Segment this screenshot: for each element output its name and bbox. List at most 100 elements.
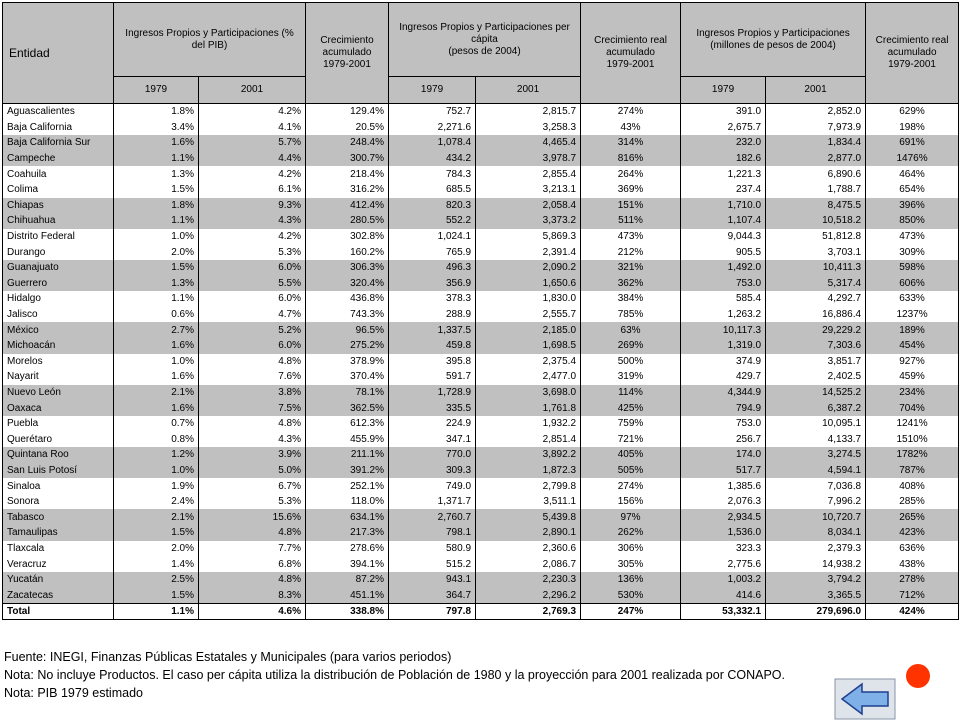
table-cell: 785% <box>580 306 682 323</box>
table-cell: 820.3 <box>388 197 477 214</box>
table-cell: 1,263.2 <box>680 306 767 323</box>
table-cell: 356.9 <box>388 275 477 292</box>
table-cell: 9,044.3 <box>680 228 767 245</box>
table-cell: 5,439.8 <box>475 509 582 526</box>
state-name: Tamaulipas <box>2 525 114 541</box>
table-row: Coahuila 1.3% 4.2% 218.4% 784.3 2,855.4 264% 1,… <box>2 166 960 182</box>
table-cell: 309% <box>865 244 960 260</box>
table-cell: 1.5% <box>113 525 199 541</box>
table-cell: 505% <box>580 462 682 479</box>
table-cell: 530% <box>580 587 682 604</box>
table-cell: 1,492.0 <box>680 259 767 276</box>
state-name: Zacatecas <box>2 587 114 604</box>
red-button[interactable] <box>906 664 930 688</box>
table-cell: 1.9% <box>113 478 199 494</box>
state-name: Sonora <box>2 493 114 510</box>
table-cell: 943.1 <box>388 571 477 588</box>
table-cell: 1.3% <box>113 275 199 292</box>
table-cell: 391.2% <box>305 462 390 479</box>
table-cell: 2,230.3 <box>475 571 582 588</box>
table-cell: 1,024.1 <box>388 228 477 245</box>
table-cell: 384% <box>580 291 682 307</box>
table-cell: 4,344.9 <box>680 384 767 401</box>
table-cell: 314% <box>580 135 682 151</box>
table-cell: 4,292.7 <box>765 291 867 307</box>
table-cell: 2,477.0 <box>475 369 582 385</box>
table-cell: 2,076.3 <box>680 493 767 510</box>
table-cell: 262% <box>580 525 682 541</box>
table-cell: 7.7% <box>197 540 307 557</box>
table-cell: 6,387.2 <box>765 400 867 416</box>
footnote: Nota: PIB 1979 estimado <box>4 686 143 700</box>
table-cell: 8,034.1 <box>765 525 867 541</box>
table-cell: 927% <box>865 353 960 370</box>
table-cell: 591.7 <box>388 369 477 385</box>
table-row: San Luis Potosí 1.0% 5.0% 391.2% 309.3 1,872.… <box>2 462 960 479</box>
table-cell: 633% <box>865 291 960 307</box>
table-cell: 9.3% <box>197 197 307 214</box>
table-cell: 473% <box>865 228 960 245</box>
table-cell: 5,869.3 <box>475 228 582 245</box>
state-name: Nayarit <box>2 369 114 385</box>
table-cell: 396% <box>865 197 960 214</box>
table-cell: 3.9% <box>197 447 307 463</box>
table-cell: 2,296.2 <box>475 587 582 604</box>
footnotes: Fuente: INEGI, Finanzas Públicas Estatal… <box>4 648 785 702</box>
table-cell: 0.8% <box>113 431 199 448</box>
table-cell: 10,411.3 <box>765 259 867 276</box>
table-cell: 369% <box>580 181 682 198</box>
state-name: Sinaloa <box>2 478 114 494</box>
table-cell: 3,365.5 <box>765 587 867 604</box>
table-row: Hidalgo 1.1% 6.0% 436.8% 378.3 1,830.0 384% 585… <box>2 291 960 307</box>
table-cell: 391.0 <box>680 103 767 120</box>
table-cell: 429.7 <box>680 369 767 385</box>
table-cell: 1.1% <box>113 150 199 167</box>
table-cell: 454% <box>865 337 960 354</box>
total-row: Total 1.1% 4.6% 338.8% 797.8 2,769.3 247% 53,33… <box>2 603 960 620</box>
table-cell: 3,698.0 <box>475 384 582 401</box>
table-cell: 43% <box>580 119 682 136</box>
table-cell: 306.3% <box>305 259 390 276</box>
state-name: México <box>2 322 114 338</box>
table-cell: 7.6% <box>197 369 307 385</box>
table-cell: 224.9 <box>388 415 477 432</box>
table-cell: 129.4% <box>305 103 390 120</box>
table-cell: 2,185.0 <box>475 322 582 338</box>
total-cell: 797.8 <box>388 603 477 620</box>
state-name: Oaxaca <box>2 400 114 416</box>
table-cell: 118.0% <box>305 493 390 510</box>
column-header: Ingresos Propios y Participaciones (mill… <box>680 2 867 77</box>
table-cell: 305% <box>580 556 682 572</box>
table-cell: 2,402.5 <box>765 369 867 385</box>
table-cell: 2.0% <box>113 244 199 260</box>
table-cell: 4.1% <box>197 119 307 136</box>
table-cell: 425% <box>580 400 682 416</box>
state-name: Campeche <box>2 150 114 167</box>
table-cell: 455.9% <box>305 431 390 448</box>
table-cell: 787% <box>865 462 960 479</box>
table-cell: 496.3 <box>388 259 477 276</box>
table-cell: 770.0 <box>388 447 477 463</box>
table-cell: 362.5% <box>305 400 390 416</box>
table-cell: 752.7 <box>388 103 477 120</box>
table-cell: 2,799.8 <box>475 478 582 494</box>
subheader-row: 1979 2001 1979 2001 1979 2001 <box>3 76 959 104</box>
table-cell: 1,834.4 <box>765 135 867 151</box>
table-cell: 6.8% <box>197 556 307 572</box>
table-cell: 300.7% <box>305 150 390 167</box>
table-cell: 275.2% <box>305 337 390 354</box>
table-cell: 5.3% <box>197 493 307 510</box>
state-name: Michoacán <box>2 337 114 354</box>
back-arrow-button[interactable] <box>834 678 896 720</box>
table-cell: 4.8% <box>197 415 307 432</box>
state-name: Coahuila <box>2 166 114 182</box>
table-cell: 2,775.6 <box>680 556 767 572</box>
table-cell: 302.8% <box>305 228 390 245</box>
table-cell: 634.1% <box>305 509 390 526</box>
table-cell: 850% <box>865 213 960 229</box>
table-cell: 784.3 <box>388 166 477 182</box>
table-cell: 319% <box>580 369 682 385</box>
table-cell: 252.1% <box>305 478 390 494</box>
table-cell: 1.0% <box>113 353 199 370</box>
